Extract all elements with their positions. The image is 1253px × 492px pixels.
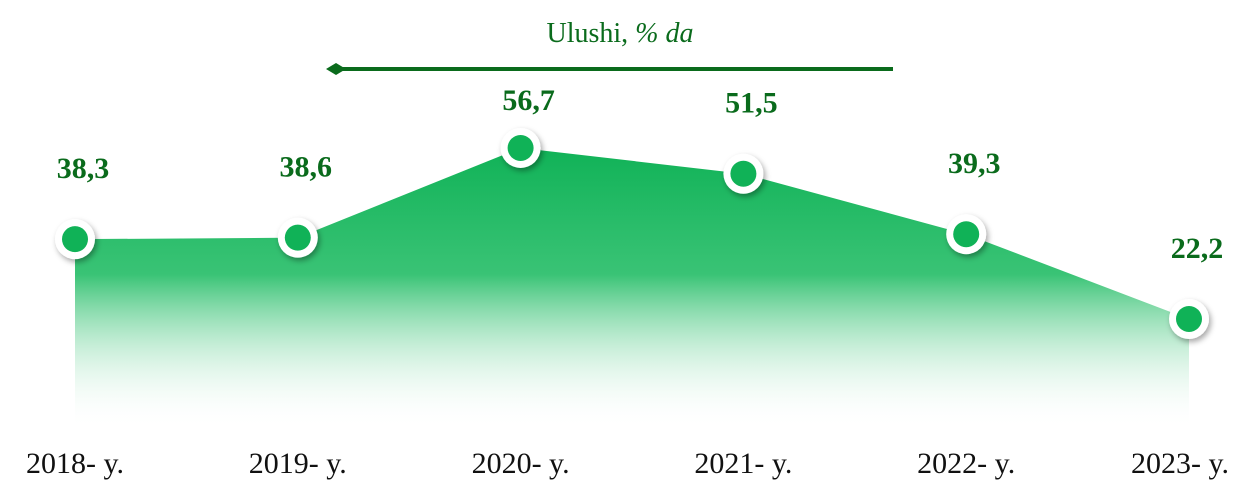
value-label: 39,3 — [948, 147, 1001, 180]
point — [1176, 305, 1202, 332]
point — [730, 160, 757, 187]
value-label: 22,2 — [1171, 232, 1224, 265]
value-label: 38,3 — [57, 152, 110, 185]
value-label: 51,5 — [725, 87, 778, 120]
x-tick-label: 2019- y. — [249, 447, 347, 480]
x-tick-label: 2020- y. — [472, 447, 570, 480]
point — [62, 226, 88, 253]
title-text: Ulushi, — [546, 18, 628, 49]
value-label: 38,6 — [280, 151, 333, 184]
chart-title: Ulushi, % da — [546, 18, 693, 49]
title-unit: % da — [635, 18, 693, 49]
point — [284, 224, 311, 251]
x-tick-label: 2018- y. — [26, 447, 124, 480]
arrow-head — [326, 63, 346, 75]
point — [953, 221, 980, 248]
point — [507, 134, 534, 161]
x-tick-label: 2021- y. — [694, 447, 792, 480]
x-tick-label: 2023- y. — [1131, 447, 1229, 480]
area — [75, 147, 1189, 429]
value-label: 56,7 — [502, 84, 555, 117]
x-tick-label: 2022- y. — [917, 447, 1015, 480]
